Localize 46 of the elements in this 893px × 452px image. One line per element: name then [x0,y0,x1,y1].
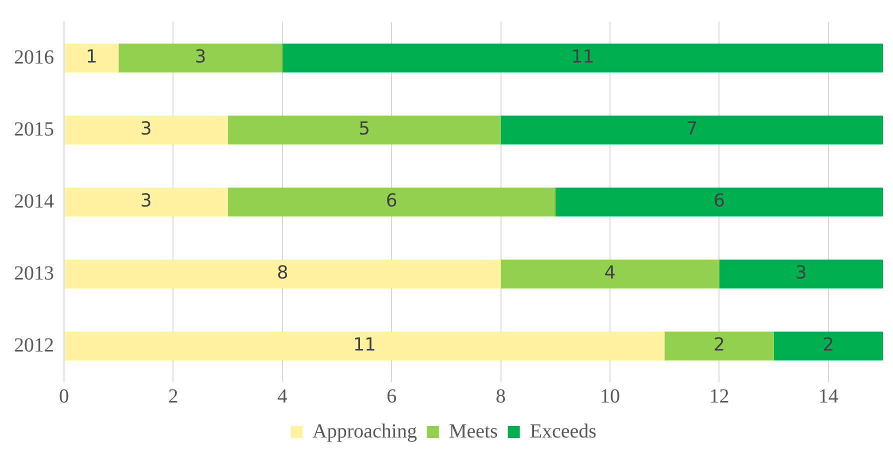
legend-label: Approaching [312,420,417,442]
bar [282,44,883,72]
bar [228,188,556,216]
data-label: 5 [358,118,370,140]
y-tick-label: 2013 [14,262,54,284]
x-tick-label: 8 [496,385,506,408]
x-tick-label: 10 [600,385,620,408]
bar [64,332,665,360]
x-tick-label: 2 [168,385,178,408]
y-tick-label: 2012 [14,334,54,356]
data-label: 2 [713,334,725,356]
bar [500,260,720,288]
bar [64,260,501,288]
y-tick-label: 2015 [14,118,54,140]
bar [719,260,883,288]
x-tick-label: 4 [277,385,288,408]
data-label: 6 [713,190,725,212]
legend-label: Exceeds [530,420,597,442]
data-label: 8 [276,262,288,284]
data-label: 3 [140,118,152,140]
bar [774,332,883,360]
data-label: 3 [140,190,152,212]
data-label: 6 [386,190,398,212]
bar [118,44,282,72]
data-label: 2 [822,334,834,356]
bar [64,116,228,144]
y-tick-label: 2014 [14,190,54,212]
data-label: 11 [353,334,376,356]
x-tick-label: 14 [818,385,838,408]
bar [500,116,883,144]
data-label: 4 [604,262,616,284]
bar [64,44,119,72]
x-tick-label: 12 [709,385,730,408]
data-label: 1 [86,46,98,68]
x-tick-label: 0 [59,385,69,408]
legend-label: Meets [448,420,498,442]
x-tick-label: 6 [386,385,397,408]
bar [555,188,883,216]
y-tick-label: 2016 [14,46,54,68]
data-label: 3 [795,262,807,284]
bar [228,116,501,144]
data-label: 11 [571,46,594,68]
data-label: 7 [686,118,698,140]
bar [64,188,228,216]
bar [664,332,774,360]
data-label: 3 [194,46,206,68]
